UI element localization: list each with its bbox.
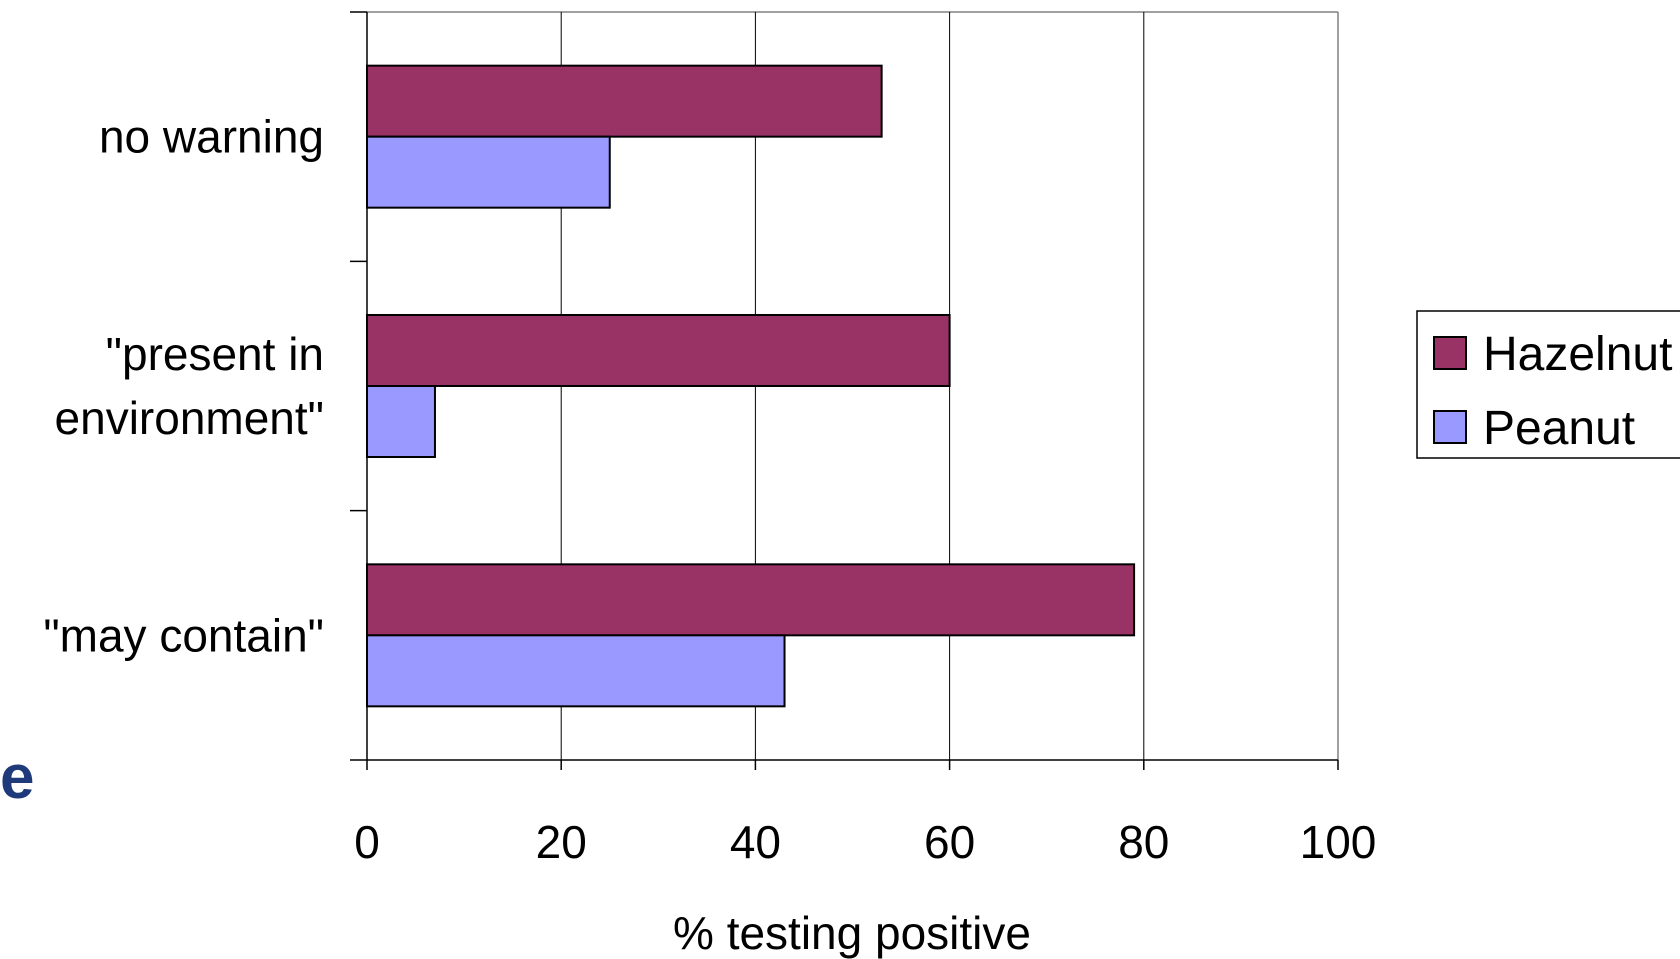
x-tick-labels: 0 20 40 60 80 100 [354, 816, 1376, 868]
category-label-line: "may contain" [43, 609, 324, 661]
bar-peanut-2 [366, 634, 786, 708]
category-label-0: no warning [99, 111, 324, 163]
stray-letter: e [0, 743, 34, 812]
bar-hazelnut-0 [366, 64, 883, 138]
bar-peanut-0 [366, 135, 611, 209]
category-label-1: "present in environment" [55, 328, 324, 444]
x-tick-label-20: 20 [536, 816, 587, 868]
legend: Hazelnut Peanut [1416, 310, 1680, 459]
x-axis-title: % testing positive [673, 907, 1031, 959]
legend-swatch-peanut [1433, 410, 1467, 444]
legend-label-hazelnut: Hazelnut [1483, 328, 1672, 381]
category-label-2: "may contain" [43, 609, 324, 661]
legend-label-peanut: Peanut [1483, 402, 1635, 455]
x-tick-label-60: 60 [924, 816, 975, 868]
bar-hazelnut-1 [366, 314, 951, 387]
axes [350, 11, 1339, 770]
bar-hazelnut-2 [366, 563, 1136, 637]
category-label-line: environment" [55, 392, 324, 444]
legend-swatch-hazelnut [1433, 336, 1467, 370]
x-tick-label-0: 0 [354, 816, 380, 868]
bar-peanut-1 [366, 385, 436, 458]
x-tick-label-80: 80 [1118, 816, 1169, 868]
category-labels: no warning "present in environment" "may co… [43, 111, 324, 662]
x-tick-label-100: 100 [1300, 816, 1377, 868]
x-tick-label-40: 40 [730, 816, 781, 868]
category-label-line: "present in [106, 328, 324, 380]
bars [366, 64, 1136, 708]
category-label-line: no warning [99, 111, 324, 163]
